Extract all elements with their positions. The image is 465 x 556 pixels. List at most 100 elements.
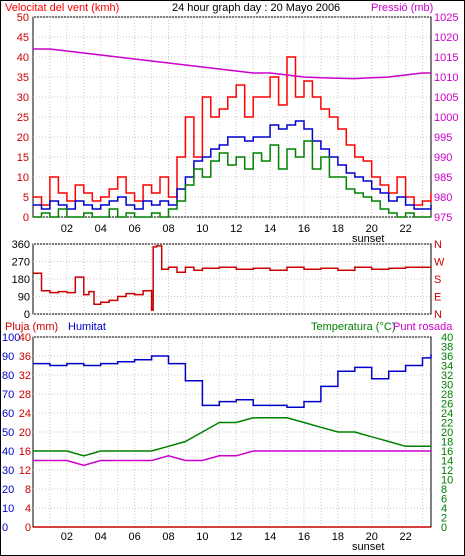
x-tick-label: 18 bbox=[332, 223, 344, 235]
temperature-axis-tick: 38 bbox=[441, 342, 453, 354]
wind_gust-line bbox=[33, 56, 432, 206]
compass-label: E bbox=[434, 292, 441, 304]
temperature-axis-tick: 26 bbox=[441, 399, 453, 411]
rain-axis-tick: 4 bbox=[25, 503, 31, 515]
wind-axis-tick: 50 bbox=[17, 12, 29, 24]
temperature-axis-tick: 40 bbox=[441, 332, 453, 344]
temperature-axis-tick: 18 bbox=[441, 437, 453, 449]
humidity-axis-tick: 10 bbox=[2, 503, 14, 515]
wind-axis-tick: 40 bbox=[17, 52, 29, 64]
x-tick-label: 04 bbox=[95, 531, 107, 543]
dewpoint-label: Punt rosada bbox=[393, 321, 453, 333]
temperature-axis-tick: 10 bbox=[441, 475, 453, 487]
x-tick-label: 02 bbox=[61, 531, 73, 543]
wind-axis-tick: 35 bbox=[17, 72, 29, 84]
x-tick-label: 20 bbox=[366, 223, 378, 235]
x-tick-label: 16 bbox=[298, 223, 310, 235]
temperature-axis-tick: 32 bbox=[441, 370, 453, 382]
x-tick-label: 14 bbox=[264, 531, 276, 543]
pressure-axis-tick: 995 bbox=[434, 132, 452, 144]
x-tick-label: 20 bbox=[366, 531, 378, 543]
temperature-axis-tick: 6 bbox=[441, 494, 447, 506]
temperature-axis-tick: 0 bbox=[441, 522, 447, 534]
sunset-label-bottom: sunset bbox=[352, 541, 384, 553]
x-tick-label: 18 bbox=[332, 531, 344, 543]
wind-pressure-panel: 0510152025303540455097598098599099510001… bbox=[17, 12, 459, 235]
temperature-axis-tick: 30 bbox=[441, 380, 453, 392]
humidity-axis-tick: 60 bbox=[2, 408, 14, 420]
humidity-axis-tick: 70 bbox=[2, 389, 14, 401]
rain-humidity-temp-panel: 0102030405060708090100048121620242832364… bbox=[2, 332, 453, 543]
compass-label: N bbox=[434, 309, 442, 321]
wind-axis-tick: 25 bbox=[17, 112, 29, 124]
wind-axis-tick: 5 bbox=[23, 192, 29, 204]
x-tick-label: 10 bbox=[196, 223, 208, 235]
wind-axis-tick: 30 bbox=[17, 92, 29, 104]
sunset-label-top: sunset bbox=[352, 233, 384, 245]
pressure-axis-tick: 1000 bbox=[434, 112, 458, 124]
temperature-label: Temperatura (°C) bbox=[311, 321, 395, 333]
wind_min-line bbox=[33, 140, 431, 218]
rain-axis-tick: 32 bbox=[19, 370, 31, 382]
temperature-axis-tick: 34 bbox=[441, 361, 453, 373]
pressure-axis-tick: 975 bbox=[434, 212, 452, 224]
temperature-line bbox=[33, 417, 431, 457]
chart-title: 24 hour graph day : 20 Mayo 2006 bbox=[172, 2, 340, 14]
rain-axis-tick: 24 bbox=[19, 408, 31, 420]
rain-axis-tick: 0 bbox=[25, 522, 31, 534]
pressure-axis-tick: 1015 bbox=[434, 52, 458, 64]
direction-axis-tick: 180 bbox=[12, 274, 30, 286]
x-tick-label: 02 bbox=[61, 223, 73, 235]
pressure-line bbox=[33, 48, 431, 80]
rain-axis-tick: 12 bbox=[19, 465, 31, 477]
x-tick-label: 12 bbox=[230, 223, 242, 235]
x-tick-label: 04 bbox=[95, 223, 107, 235]
x-tick-label: 22 bbox=[399, 531, 411, 543]
x-tick-label: 08 bbox=[162, 531, 174, 543]
x-tick-label: 14 bbox=[264, 223, 276, 235]
temperature-axis-tick: 16 bbox=[441, 446, 453, 458]
rain-axis-tick: 28 bbox=[19, 389, 31, 401]
x-tick-label: 12 bbox=[230, 531, 242, 543]
dewpoint-line bbox=[33, 450, 431, 467]
wind-speed-label: Velocitat del vent (kmh) bbox=[5, 2, 119, 14]
rain-axis-tick: 16 bbox=[19, 446, 31, 458]
rain-axis-tick: 36 bbox=[19, 351, 31, 363]
temperature-axis-tick: 12 bbox=[441, 465, 453, 477]
wind-axis-tick: 45 bbox=[17, 32, 29, 44]
pressure-axis-tick: 990 bbox=[434, 152, 452, 164]
compass-label: N bbox=[434, 239, 442, 251]
compass-label: S bbox=[434, 274, 441, 286]
x-tick-label: 06 bbox=[128, 531, 140, 543]
temperature-axis-tick: 20 bbox=[441, 427, 453, 439]
wind-axis-tick: 10 bbox=[17, 172, 29, 184]
humidity-axis-tick: 40 bbox=[2, 446, 14, 458]
pressure-axis-tick: 1025 bbox=[434, 12, 458, 24]
humidity-axis-tick: 20 bbox=[2, 484, 14, 496]
pressure-label: Pressió (mb) bbox=[371, 2, 433, 14]
humidity-axis-tick: 30 bbox=[2, 465, 14, 477]
wind_avg-line bbox=[33, 120, 432, 210]
rain-axis-tick: 40 bbox=[19, 332, 31, 344]
rain-axis-tick: 8 bbox=[25, 484, 31, 496]
direction-line bbox=[33, 245, 431, 311]
rain-axis-tick: 20 bbox=[19, 427, 31, 439]
x-tick-label: 06 bbox=[128, 223, 140, 235]
pressure-axis-tick: 1005 bbox=[434, 92, 458, 104]
pressure-axis-tick: 1010 bbox=[434, 72, 458, 84]
x-tick-label: 10 bbox=[196, 531, 208, 543]
x-tick-label: 16 bbox=[298, 531, 310, 543]
wind-axis-tick: 20 bbox=[17, 132, 29, 144]
humidity-axis-tick: 0 bbox=[2, 522, 8, 534]
temperature-axis-tick: 8 bbox=[441, 484, 447, 496]
temperature-axis-tick: 2 bbox=[441, 513, 447, 525]
temperature-axis-tick: 22 bbox=[441, 418, 453, 430]
wind-axis-tick: 0 bbox=[23, 212, 29, 224]
x-tick-label: 08 bbox=[162, 223, 174, 235]
direction-axis-tick: 90 bbox=[18, 292, 30, 304]
pressure-axis-tick: 1020 bbox=[434, 32, 458, 44]
humidity-axis-tick: 90 bbox=[2, 351, 14, 363]
temperature-axis-tick: 28 bbox=[441, 389, 453, 401]
temperature-axis-tick: 4 bbox=[441, 503, 447, 515]
pressure-axis-tick: 985 bbox=[434, 172, 452, 184]
